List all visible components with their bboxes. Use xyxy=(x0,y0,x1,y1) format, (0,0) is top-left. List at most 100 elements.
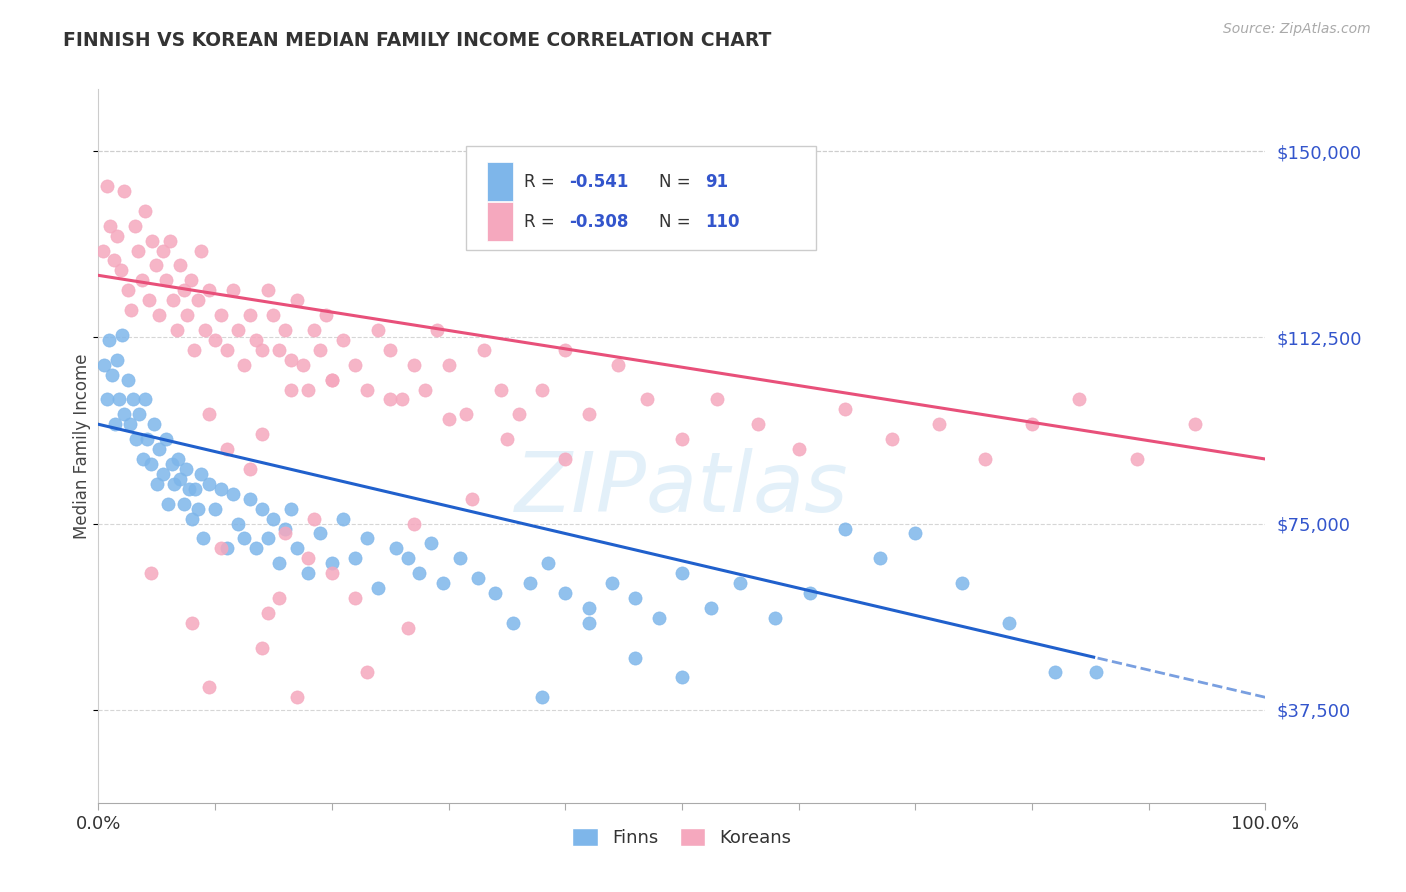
Point xyxy=(519,576,541,591)
Point xyxy=(134,203,156,218)
Point xyxy=(274,526,297,541)
Point xyxy=(530,383,553,397)
Point xyxy=(180,615,202,630)
Point xyxy=(408,566,430,581)
Point xyxy=(160,457,183,471)
Point xyxy=(1021,417,1043,432)
Point xyxy=(239,462,262,476)
Point xyxy=(344,358,367,372)
Point xyxy=(309,526,332,541)
Point xyxy=(180,511,202,525)
Point xyxy=(489,383,512,397)
Point xyxy=(117,283,139,297)
Point xyxy=(530,690,553,705)
Text: R =: R = xyxy=(524,173,561,191)
Point xyxy=(110,263,132,277)
Point xyxy=(215,442,238,456)
Point xyxy=(104,417,127,432)
Point xyxy=(173,497,195,511)
Point xyxy=(198,476,221,491)
Point xyxy=(321,566,343,581)
Point xyxy=(280,352,302,367)
Point xyxy=(285,541,308,556)
Point xyxy=(869,551,891,566)
Point xyxy=(1126,452,1149,467)
Point xyxy=(209,308,232,322)
Point xyxy=(950,576,973,591)
Text: 91: 91 xyxy=(706,173,728,191)
Point xyxy=(356,383,378,397)
Text: -0.308: -0.308 xyxy=(568,212,628,230)
Point xyxy=(105,352,128,367)
Point xyxy=(367,581,389,595)
Point xyxy=(159,234,181,248)
Point xyxy=(472,343,495,357)
Point xyxy=(148,308,170,322)
Point xyxy=(671,432,693,446)
Point xyxy=(396,551,419,566)
Point xyxy=(239,491,262,506)
Point xyxy=(624,650,647,665)
Point xyxy=(262,511,284,525)
Point xyxy=(190,467,212,481)
Point xyxy=(367,323,389,337)
Point xyxy=(96,179,118,194)
Point xyxy=(250,640,273,655)
Point xyxy=(169,472,191,486)
Point xyxy=(152,467,174,481)
Point xyxy=(385,541,408,556)
Point xyxy=(402,516,425,531)
Text: 110: 110 xyxy=(706,212,740,230)
Point xyxy=(221,283,243,297)
Point xyxy=(578,408,600,422)
Point xyxy=(1184,417,1206,432)
Text: N =: N = xyxy=(658,212,696,230)
Point xyxy=(508,408,530,422)
Point xyxy=(143,417,166,432)
Point xyxy=(437,358,460,372)
Point xyxy=(285,293,308,308)
Point xyxy=(233,532,256,546)
Point xyxy=(162,293,184,308)
Point xyxy=(344,591,367,605)
FancyBboxPatch shape xyxy=(465,146,815,250)
Point xyxy=(166,452,188,467)
Point xyxy=(228,323,250,337)
Point xyxy=(356,532,378,546)
Point xyxy=(166,323,188,337)
Point xyxy=(134,392,156,407)
Point xyxy=(269,591,291,605)
Point xyxy=(484,586,506,600)
Point xyxy=(706,392,728,407)
Point xyxy=(1085,665,1108,680)
Point xyxy=(209,541,232,556)
Point xyxy=(834,402,856,417)
Point xyxy=(496,432,519,446)
Point xyxy=(880,432,903,446)
Point xyxy=(269,343,291,357)
Point xyxy=(245,333,267,347)
Point xyxy=(146,476,169,491)
Point xyxy=(671,670,693,684)
Point xyxy=(700,601,723,615)
Point xyxy=(239,308,262,322)
Point xyxy=(148,442,170,456)
Point xyxy=(138,293,160,308)
Point xyxy=(332,511,354,525)
Point xyxy=(105,228,128,243)
Point xyxy=(297,551,319,566)
Point xyxy=(103,253,125,268)
Point xyxy=(204,333,226,347)
Point xyxy=(145,259,167,273)
Point xyxy=(91,244,114,258)
Point xyxy=(391,392,413,407)
Point xyxy=(250,501,273,516)
Text: N =: N = xyxy=(658,173,696,191)
Point xyxy=(204,501,226,516)
Point xyxy=(174,462,197,476)
Point xyxy=(1045,665,1067,680)
Point xyxy=(228,516,250,531)
Point xyxy=(187,501,209,516)
Text: ZIPatlas: ZIPatlas xyxy=(515,449,849,529)
Point xyxy=(209,482,232,496)
